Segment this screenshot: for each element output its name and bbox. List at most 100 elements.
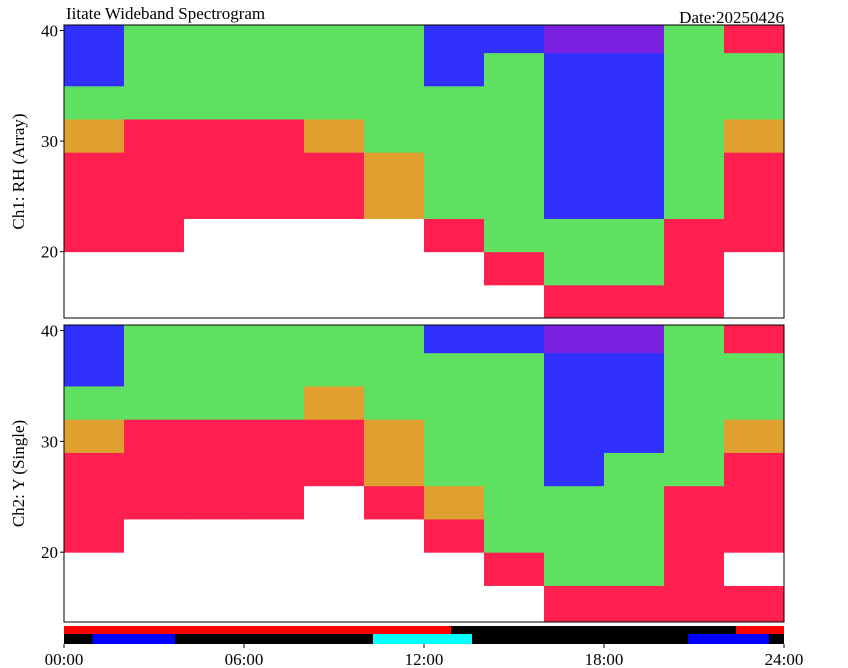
- heat-cell: [304, 185, 365, 219]
- heat-cell: [184, 284, 245, 319]
- heat-cell: [664, 251, 725, 286]
- heat-cell: [544, 251, 605, 286]
- heat-cell: [184, 552, 245, 586]
- heat-cell: [364, 352, 425, 387]
- heat-cell: [244, 251, 305, 286]
- heat-cell: [364, 385, 425, 420]
- heat-cell: [544, 118, 605, 153]
- heat-cell: [424, 585, 485, 623]
- heat-cell: [184, 118, 245, 153]
- heat-cell: [604, 185, 665, 219]
- plot-frame: [63, 324, 785, 623]
- heat-cell: [424, 85, 485, 120]
- heat-cell: [124, 419, 185, 453]
- heat-cell: [724, 218, 785, 253]
- heat-cell: [484, 585, 545, 623]
- heat-cell: [424, 419, 485, 453]
- heat-cell: [244, 352, 305, 387]
- heat-cell: [304, 218, 365, 253]
- heat-cell: [364, 552, 425, 586]
- heat-cell: [544, 385, 605, 420]
- heat-cell: [424, 52, 485, 87]
- heat-cell: [724, 118, 785, 153]
- heat-cell: [544, 485, 605, 520]
- heat-cell: [724, 325, 785, 354]
- heat-cell: [424, 25, 485, 54]
- heat-cell: [244, 385, 305, 420]
- heat-cell: [544, 284, 605, 319]
- heat-cell: [604, 85, 665, 120]
- heat-cell: [64, 518, 125, 553]
- heat-cell: [664, 419, 725, 453]
- heat-cell: [724, 284, 785, 319]
- heat-cell: [64, 284, 125, 319]
- heat-cell: [424, 352, 485, 387]
- heat-cell: [304, 325, 365, 354]
- heat-cell: [64, 552, 125, 586]
- heat-cell: [304, 518, 365, 553]
- heat-cell: [604, 352, 665, 387]
- heat-cell: [364, 85, 425, 120]
- heat-cell: [424, 325, 485, 354]
- heat-cell: [544, 325, 605, 354]
- heat-cell: [664, 385, 725, 420]
- heat-cell: [424, 218, 485, 253]
- heat-cell: [544, 452, 605, 487]
- heat-cell: [364, 419, 425, 453]
- heat-cell: [664, 85, 725, 120]
- x-tick-label: 06:00: [225, 650, 264, 668]
- heat-cell: [484, 152, 545, 186]
- heat-cell: [124, 452, 185, 487]
- heat-cell: [124, 52, 185, 87]
- x-tick-label: 00:00: [45, 650, 84, 668]
- heat-cell: [664, 452, 725, 487]
- heat-cell: [724, 385, 785, 420]
- heat-cell: [244, 325, 305, 354]
- heat-cell: [244, 585, 305, 623]
- chart-title: Iitate Wideband Spectrogram: [66, 4, 265, 23]
- heat-cell: [724, 452, 785, 487]
- heat-cell: [124, 251, 185, 286]
- heat-cell: [244, 118, 305, 153]
- heat-cell: [484, 284, 545, 319]
- heat-cell: [244, 485, 305, 520]
- heat-cell: [604, 452, 665, 487]
- heat-cell: [364, 152, 425, 186]
- heat-cell: [604, 552, 665, 586]
- heat-cell: [664, 552, 725, 586]
- heat-cell: [484, 452, 545, 487]
- heat-cell: [304, 52, 365, 87]
- y-tick-label: 30: [41, 432, 58, 451]
- heat-cell: [244, 552, 305, 586]
- heat-cell: [304, 152, 365, 186]
- heat-cell: [184, 585, 245, 623]
- heat-cell: [244, 25, 305, 54]
- heat-cell: [724, 518, 785, 553]
- status-segment: [373, 634, 472, 644]
- heat-cell: [484, 85, 545, 120]
- heat-cell: [304, 452, 365, 487]
- heat-cell: [364, 325, 425, 354]
- heat-cell: [64, 325, 125, 354]
- heat-cell: [664, 152, 725, 186]
- heat-cell: [484, 352, 545, 387]
- heat-cell: [484, 518, 545, 553]
- heat-cell: [124, 485, 185, 520]
- heat-cell: [184, 152, 245, 186]
- heat-cell: [304, 585, 365, 623]
- heat-cell: [304, 284, 365, 319]
- heat-cell: [364, 485, 425, 520]
- heat-cell: [64, 485, 125, 520]
- heat-cell: [124, 118, 185, 153]
- heat-cell: [124, 85, 185, 120]
- x-tick-label: 24:00: [765, 650, 804, 668]
- y-tick-label: 40: [41, 322, 58, 341]
- heat-cell: [304, 419, 365, 453]
- heat-cell: [244, 452, 305, 487]
- heat-cell: [304, 25, 365, 54]
- heat-cell: [64, 385, 125, 420]
- heat-cell: [484, 52, 545, 87]
- heat-cell: [244, 218, 305, 253]
- heat-cell: [244, 518, 305, 553]
